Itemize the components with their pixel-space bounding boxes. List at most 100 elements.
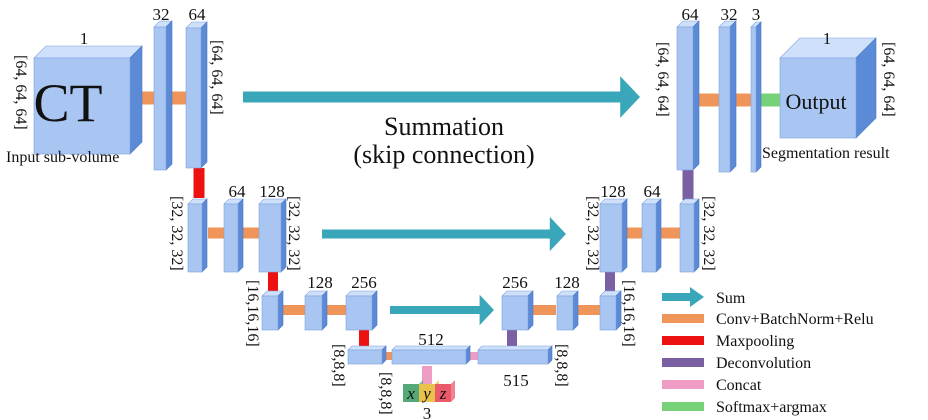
coord-tile-z-side	[451, 380, 455, 402]
input-caption: Input sub-volume	[6, 149, 119, 166]
l1-dec-32-side	[729, 20, 737, 173]
l2-enc-dims-left: [32, 32, 32]	[168, 196, 185, 271]
l3-dec-ch-128: 128	[554, 273, 580, 292]
l2-enc-c	[258, 198, 287, 273]
bottom-left-front	[347, 349, 383, 365]
pool-l3-bottom	[359, 324, 369, 348]
l1-dec-64-front	[676, 26, 694, 171]
deconv-l2-l1	[682, 168, 694, 200]
coord-dims: [8,8,8]	[377, 372, 394, 415]
bottom-515-top	[477, 345, 553, 351]
l2-dec-ch-128: 128	[600, 182, 626, 201]
legend-softmax-swatch	[662, 402, 704, 411]
l3-dec-c	[599, 290, 622, 331]
l2-dec-dims-left: [32, 32, 32]	[584, 196, 601, 271]
l3-dec-dims: [16,16,16]	[620, 280, 637, 347]
conv-l1-dec-a	[695, 93, 720, 107]
l3-dec-ch-256: 256	[502, 273, 528, 292]
concat-coord	[422, 366, 432, 384]
coord-tile-x	[403, 384, 419, 402]
l2-enc-c-front	[258, 203, 282, 273]
l1-enc-dims: [64, 64, 64]	[208, 40, 225, 115]
legend-deconv-label: Deconvolution	[716, 355, 811, 372]
conv-l2-b	[242, 227, 260, 239]
pool-l2-l3	[268, 270, 278, 292]
l3-enc-dims: [16,16,16]	[244, 280, 261, 347]
l3-enc-c-side	[371, 290, 378, 331]
legend-pool-label: Maxpooling	[716, 333, 794, 350]
skip-label-line2: (skip connection)	[353, 140, 534, 169]
conv-l2-a	[208, 227, 226, 239]
sum-arrow-l2	[322, 216, 566, 252]
l2-enc-a	[187, 198, 208, 273]
l1-dec-3	[750, 21, 762, 173]
input-cube	[33, 45, 143, 155]
l1-dec-ch-64: 64	[682, 5, 700, 24]
l1-enc-32-front	[153, 26, 167, 171]
l2-enc-dims-right: [32, 32, 32]	[285, 196, 302, 271]
l3-dec-a	[501, 290, 534, 331]
l1-dec-ch-32: 32	[721, 5, 738, 24]
l2-dec-a-front	[599, 203, 623, 273]
bottom-left	[347, 345, 387, 365]
bottom-left-top	[347, 345, 387, 351]
l2-enc-a-side	[201, 198, 208, 273]
coord-y: y	[421, 384, 431, 403]
input-ct-text: CT	[33, 73, 102, 133]
labels: 1 CT [64, 64, 64] Input sub-volume 32 64…	[6, 5, 897, 420]
l1-enc-32	[153, 20, 173, 171]
legend-item-sum: Sum	[662, 287, 746, 307]
l3-enc-a	[261, 290, 284, 331]
sum-arrow-l1	[243, 76, 640, 118]
l2-dec-a	[599, 198, 628, 273]
l2-enc-ch-64: 64	[229, 182, 247, 201]
l3-enc-ch-256: 256	[351, 273, 377, 292]
legend-item-pool: Maxpooling	[662, 333, 794, 350]
l3-enc-ch-128: 128	[307, 273, 333, 292]
l1-enc-ch-32: 32	[153, 5, 170, 24]
l3-enc-c	[345, 290, 378, 331]
l1-dec-3-front	[750, 26, 757, 173]
legend-item-deconv: Deconvolution	[662, 355, 811, 372]
bottom-512	[391, 345, 471, 365]
bottom-left-dims: [8,8,8]	[330, 344, 347, 387]
legend-softmax-label: Softmax+argmax	[716, 399, 827, 416]
l2-dec-b-front	[641, 203, 657, 273]
output-text: Output	[785, 89, 846, 114]
legend-pool-swatch	[662, 336, 704, 345]
l1-enc-ch-64: 64	[189, 5, 207, 24]
l1-dec-32	[718, 20, 737, 173]
l1-dec-32-front	[718, 26, 731, 173]
bottom-515	[477, 345, 553, 365]
legend-conv-label: Conv+BatchNorm+Relu	[716, 311, 874, 328]
bottom-512-front	[391, 349, 467, 365]
l2-enc-a-front	[187, 203, 203, 273]
deconv-l3-l2	[605, 268, 615, 292]
pool-l1-l2	[193, 168, 205, 198]
l3-enc-b	[304, 290, 328, 331]
l3-dec-a-side	[527, 290, 534, 331]
conv-l3-b	[324, 305, 346, 315]
conv-l3-dec-a	[532, 305, 556, 315]
input-dims: [64, 64, 64]	[12, 55, 29, 130]
legend-concat-swatch	[662, 380, 704, 389]
input-cube-side	[129, 45, 143, 155]
l1-enc-64-side	[200, 21, 208, 169]
l3-dec-a-front	[501, 295, 529, 331]
output-caption: Segmentation result	[762, 145, 890, 162]
bottom-515-front	[477, 349, 549, 365]
sum-arrows	[243, 76, 640, 326]
l3-enc-b-side	[321, 290, 328, 331]
connectors	[130, 91, 780, 384]
legend-item-concat: Concat	[662, 377, 762, 394]
sum-arrow-l3	[390, 294, 494, 326]
legend-sum-label: Sum	[716, 290, 746, 307]
l3-dec-c-front	[599, 295, 617, 331]
conv-bottom-a	[382, 352, 392, 360]
l3-dec-b-side	[572, 290, 579, 331]
coord-x: x	[406, 384, 415, 403]
conv-l3-dec-b	[578, 305, 600, 315]
input-channels: 1	[80, 29, 89, 48]
